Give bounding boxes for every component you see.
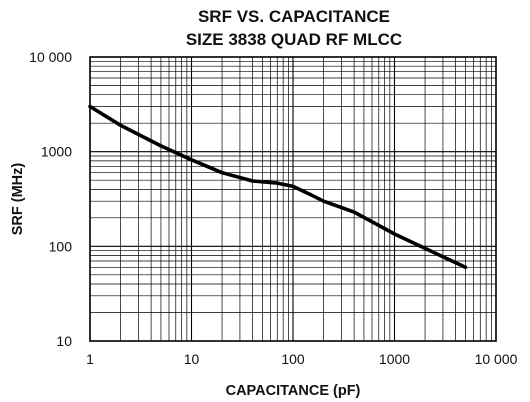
x-tick-label: 10 000	[475, 351, 518, 367]
plot-frame	[89, 56, 497, 342]
grid	[89, 57, 496, 342]
series-layer	[88, 104, 468, 270]
srf-curve	[88, 104, 468, 270]
x-tick-label: 1000	[379, 351, 410, 367]
y-tick-label: 1000	[41, 144, 72, 160]
x-tick-label: 10	[184, 351, 200, 367]
chart-title-line-1: SRF VS. CAPACITANCE	[198, 7, 390, 26]
y-axis-label: SRF (MHz)	[10, 163, 26, 236]
x-axis-label: CAPACITANCE (pF)	[226, 383, 361, 399]
x-tick-label: 1	[86, 351, 94, 367]
y-tick-label: 10	[56, 333, 72, 349]
y-tick-label: 100	[49, 238, 73, 254]
y-tick-labels: 10 100 1000 10 000	[29, 49, 72, 349]
chart-title-line-2: SIZE 3838 QUAD RF MLCC	[186, 30, 402, 49]
y-tick-label: 10 000	[29, 49, 72, 65]
x-tick-labels: 1 10 100 1000 10 000	[86, 351, 518, 367]
x-tick-label: 100	[281, 351, 305, 367]
